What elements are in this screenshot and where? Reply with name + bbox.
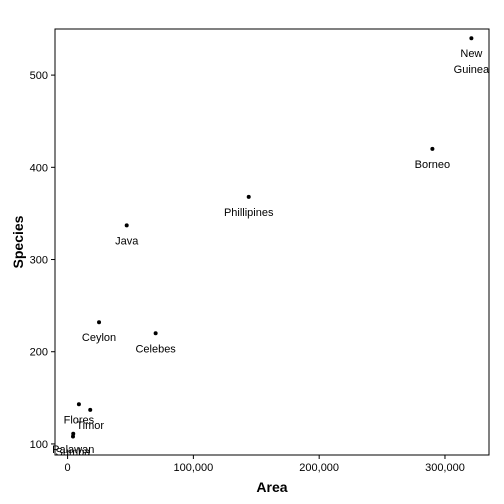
- y-tick-label: 300: [30, 255, 48, 267]
- y-tick-label: 100: [30, 439, 48, 451]
- plot-panel-border: [54, 28, 490, 456]
- data-point: [97, 320, 102, 325]
- x-tick-label: 0: [65, 462, 71, 474]
- x-axis-title: Area: [256, 479, 287, 495]
- data-point: [153, 331, 158, 336]
- y-axis-title: Species: [10, 215, 26, 268]
- y-tick-label: 200: [30, 347, 48, 359]
- data-point: [124, 223, 129, 228]
- point-label: Flores: [64, 414, 95, 426]
- data-points: [70, 36, 474, 439]
- x-tick-label: 300,000: [425, 462, 465, 474]
- data-point: [70, 434, 75, 439]
- point-label: Celebes: [135, 343, 176, 355]
- point-label: Timor: [76, 420, 104, 432]
- point-label: Ceylon: [82, 332, 116, 344]
- x-axis: 0 100,000 200,000 300,000: [65, 455, 465, 474]
- point-label: Java: [115, 235, 139, 247]
- y-axis: 100 200 300 400 500: [30, 70, 55, 451]
- point-labels: New Guinea Borneo Phillipines Java Ceylon Cele…: [52, 48, 490, 458]
- data-point: [76, 402, 81, 407]
- data-point: [246, 194, 251, 199]
- point-label: Sumba: [56, 447, 92, 459]
- x-tick-label: 200,000: [299, 462, 339, 474]
- data-point: [469, 36, 474, 41]
- point-label: Phillipines: [224, 207, 274, 219]
- point-label: New Guinea: [454, 48, 490, 76]
- data-point: [88, 407, 93, 412]
- point-label: Palawan: [52, 444, 94, 456]
- y-tick-label: 500: [30, 70, 48, 82]
- x-tick-label: 100,000: [173, 462, 213, 474]
- y-tick-label: 400: [30, 162, 48, 174]
- point-label: Borneo: [415, 159, 450, 171]
- data-point: [430, 146, 435, 151]
